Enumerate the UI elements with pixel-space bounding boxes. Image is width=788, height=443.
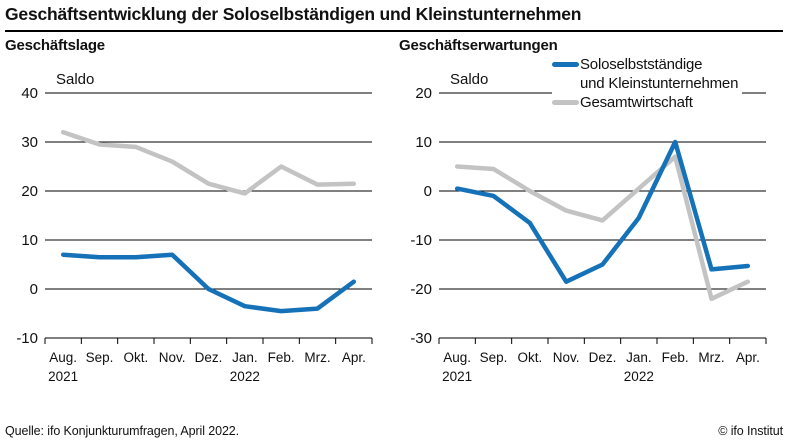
header: Geschäftsentwicklung der Soloselbständig… xyxy=(0,0,788,32)
x-axis-month-label: Apr. xyxy=(342,350,366,365)
x-axis-month-label: Jan. xyxy=(626,350,652,365)
axis-title-saldo: Saldo xyxy=(450,71,488,88)
chart-title-geschaeftslage: Geschäftslage xyxy=(5,37,105,54)
charts-row: Geschäftslage 40 30 20 10 0 -10 Saldo Aug. Sep. O… xyxy=(0,37,788,393)
y-axis-tick-label: 0 xyxy=(30,281,38,298)
x-axis-month-label: Dez. xyxy=(589,350,617,365)
chart-title-geschaeftserwartungen: Geschäftserwartungen xyxy=(399,37,558,54)
x-axis-month-label: Okt. xyxy=(517,350,542,365)
footer: Quelle: ifo Konjunkturumfragen, April 20… xyxy=(5,424,783,438)
x-axis-month-label: Feb. xyxy=(268,350,295,365)
x-axis-month-label: Feb. xyxy=(662,350,689,365)
y-axis-tick-label: -30 xyxy=(410,330,432,347)
x-axis-month-label: Aug. xyxy=(49,350,77,365)
series-line-0 xyxy=(60,252,357,314)
series-line-0 xyxy=(454,139,751,284)
x-axis-month-label: Nov. xyxy=(553,350,580,365)
x-axis-month-label: Nov. xyxy=(159,350,186,365)
x-axis-month-label: Sep. xyxy=(86,350,114,365)
legend-swatch-blue-line-icon xyxy=(552,62,579,67)
axis-title-saldo: Saldo xyxy=(56,71,94,88)
x-axis-month-label: Jan. xyxy=(232,350,258,365)
y-axis-tick-label: 20 xyxy=(415,85,432,102)
y-axis-tick-label: 20 xyxy=(21,183,38,200)
y-axis-tick-label: -10 xyxy=(16,330,38,347)
chart-geschaeftslage: 40 30 20 10 0 -10 Saldo Aug. Sep. Okt. Nov. Dez. Jan… xyxy=(16,71,373,384)
series-line-1 xyxy=(454,154,751,302)
legend-label: Soloselbstständige und Kleinstunternehme… xyxy=(580,56,739,92)
x-axis-year-label: 2021 xyxy=(48,369,78,384)
y-axis-tick-label: 40 xyxy=(21,85,38,102)
y-axis-tick-label: 10 xyxy=(415,134,432,151)
legend-item-soloselbststaendige: Soloselbstständige und Kleinstunternehme… xyxy=(552,55,738,93)
x-axis-year-label: 2022 xyxy=(230,369,260,384)
panel-geschaeftslage: Geschäftslage 40 30 20 10 0 -10 Saldo Aug. Sep. O… xyxy=(0,37,394,393)
chart-legend: Soloselbstständige und Kleinstunternehme… xyxy=(552,53,743,114)
x-axis-month-label: Dez. xyxy=(195,350,223,365)
x-axis-month-label: Mrz. xyxy=(304,350,330,365)
x-axis-year-label: 2021 xyxy=(442,369,472,384)
y-axis-tick-label: 0 xyxy=(424,183,432,200)
x-axis-month-label: Okt. xyxy=(123,350,148,365)
y-axis-tick-label: -20 xyxy=(410,281,432,298)
x-axis-month-label: Mrz. xyxy=(698,350,724,365)
chart-geschaeftserwartungen: 20 10 0 -10 -20 -30 Saldo Aug. Sep. Okt. Nov. Dez. J… xyxy=(410,71,767,384)
copyright-note: © ifo Institut xyxy=(718,424,783,438)
title-rule xyxy=(5,30,783,32)
y-axis-tick-label: 10 xyxy=(21,232,38,249)
y-axis-tick-label: 30 xyxy=(21,134,38,151)
legend-item-gesamtwirtschaft: Gesamtwirtschaft xyxy=(552,93,738,112)
source-note: Quelle: ifo Konjunkturumfragen, April 20… xyxy=(5,424,240,438)
page-title: Geschäftsentwicklung der Soloselbständig… xyxy=(5,4,582,24)
x-axis-year-label: 2022 xyxy=(624,369,654,384)
x-axis-month-label: Sep. xyxy=(480,350,508,365)
y-axis-tick-label: -10 xyxy=(410,232,432,249)
series-line-1 xyxy=(60,129,357,196)
panel-geschaeftserwartungen: Geschäftserwartungen 20 10 0 -10 -20 -30 Saldo… xyxy=(394,37,788,393)
legend-label: Gesamtwirtschaft xyxy=(580,94,693,111)
legend-swatch-gray-line-icon xyxy=(552,100,579,105)
x-axis-month-label: Aug. xyxy=(443,350,471,365)
x-axis-month-label: Apr. xyxy=(736,350,760,365)
